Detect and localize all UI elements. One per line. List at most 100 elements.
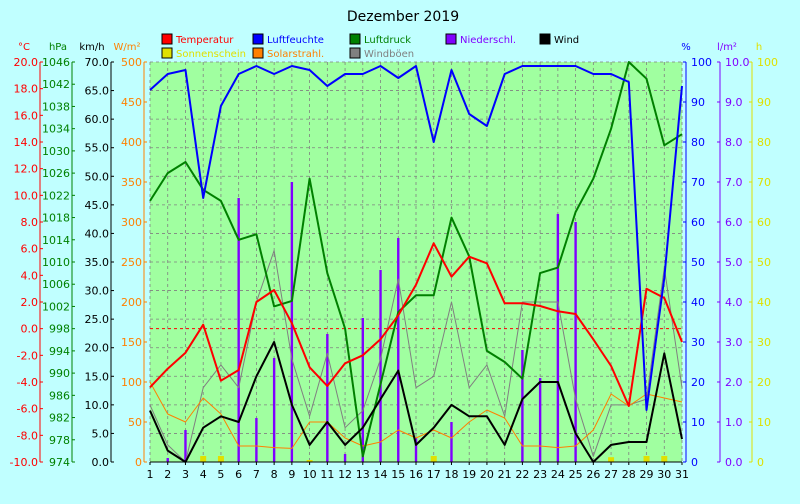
x-tick-label: 31	[675, 468, 689, 481]
bar-sonnenschein	[200, 456, 207, 462]
y-tick-label-l-m: 5.0	[725, 256, 743, 269]
y-tick-label-w-m: 250	[121, 256, 142, 269]
y-tick-label-km-h: 60.0	[85, 113, 110, 126]
x-tick-label: 16	[409, 468, 423, 481]
y-tick-label-hpa: 1010	[42, 256, 70, 269]
y-tick-label-hpa: 1014	[42, 234, 70, 247]
legend-swatch-niederschl	[445, 33, 457, 45]
x-axis-ticks: 1 2 3 4 5 6 7 8 9 10 11 12 13 14 15 16 17 18 19 20 21 22 23 24 2…	[147, 461, 689, 481]
legend-label-wind: Wind	[554, 35, 579, 46]
y-tick-label-l-m: 3.0	[725, 336, 743, 349]
x-tick-label: 26	[586, 468, 600, 481]
bar-niederschl	[538, 378, 542, 462]
y-tick-label-c: -8.0	[17, 429, 38, 442]
bar-niederschl	[574, 222, 577, 462]
x-tick-label: 2	[164, 468, 171, 481]
y-tick-label-hpa: 986	[49, 389, 70, 402]
legend-swatch-windb-en	[349, 47, 361, 59]
bar-niederschl	[379, 270, 382, 462]
legend-swatch-sonnenschein	[161, 47, 173, 59]
y-tick-label-w-m: 100	[121, 376, 142, 389]
x-tick-label: 28	[622, 468, 636, 481]
y-tick-label-h: 90	[757, 96, 771, 109]
axis-unit-h: h	[756, 42, 762, 53]
x-tick-label: 12	[338, 468, 352, 481]
y-tick-label-hpa: 974	[49, 456, 70, 469]
y-tick-label-percent: 20	[691, 376, 705, 389]
y-tick-label-h: 50	[757, 256, 771, 269]
y-tick-label-w-m: 400	[121, 136, 142, 149]
x-tick-label: 14	[374, 468, 388, 481]
x-tick-label: 18	[444, 468, 458, 481]
y-tick-label-c: 6.0	[21, 243, 39, 256]
y-tick-label-km-h: 5.0	[92, 427, 110, 440]
y-tick-label-percent: 10	[691, 416, 705, 429]
x-tick-label: 5	[217, 468, 224, 481]
legend: Temperatur Luftfeuchte Luftdruck Niederschl…	[161, 33, 579, 60]
series-line-luftfeuchte	[149, 65, 683, 411]
series-line-temperatur	[149, 242, 683, 407]
x-tick-label: 7	[253, 468, 260, 481]
y-tick-label-hpa: 1038	[42, 100, 70, 113]
y-tick-label-percent: 0	[691, 456, 698, 469]
y-tick-label-c: -10.0	[10, 456, 38, 469]
chart-title: Dezember 2019	[347, 9, 459, 25]
legend-label-luftfeuchte: Luftfeuchte	[267, 35, 324, 46]
y-tick-label-percent: 100	[691, 56, 712, 69]
y-tick-label-c: 8.0	[21, 216, 39, 229]
legend-swatch-wind	[539, 33, 551, 45]
y-tick-label-c: -6.0	[17, 403, 38, 416]
y-tick-label-hpa: 1042	[42, 78, 70, 91]
axis-unit-km-h: km/h	[79, 42, 104, 53]
y-tick-label-km-h: 70.0	[85, 56, 110, 69]
bar-sonnenschein	[306, 460, 313, 462]
bar-niederschl	[521, 350, 524, 462]
x-tick-label: 8	[271, 468, 278, 481]
bar-niederschl	[556, 214, 560, 462]
y-tick-label-km-h: 25.0	[85, 313, 110, 326]
y-tick-label-hpa: 1006	[42, 278, 70, 291]
y-tick-label-hpa: 1022	[42, 189, 70, 202]
y-tick-label-hpa: 982	[49, 412, 70, 425]
x-tick-label: 23	[533, 468, 547, 481]
series-lines	[149, 61, 683, 463]
legend-label-solarstrahl: Solarstrahl.	[267, 49, 324, 60]
bar-niederschl	[255, 418, 258, 462]
y-tick-label-l-m: 1.0	[725, 416, 743, 429]
bar-niederschl	[397, 238, 400, 462]
x-tick-label: 3	[182, 468, 189, 481]
y-tick-label-hpa: 990	[49, 367, 70, 380]
y-tick-label-c: 2.0	[21, 296, 39, 309]
y-tick-label-h: 70	[757, 176, 771, 189]
y-tick-label-h: 10	[757, 416, 771, 429]
series-line-solarstrahl	[149, 381, 683, 449]
legend-label-temperatur: Temperatur	[175, 35, 234, 46]
legend-label-windb-en: Windböen	[364, 49, 414, 60]
y-tick-label-l-m: 4.0	[725, 296, 743, 309]
y-tick-label-km-h: 10.0	[85, 399, 110, 412]
legend-swatch-temperatur	[161, 33, 173, 45]
y-tick-label-l-m: 0.0	[725, 456, 743, 469]
bar-niederschl	[166, 458, 169, 462]
y-tick-label-km-h: 0.0	[92, 456, 110, 469]
y-tick-label-l-m: 8.0	[725, 136, 743, 149]
x-tick-label: 27	[604, 468, 618, 481]
y-tick-label-percent: 40	[691, 296, 705, 309]
x-tick-label: 4	[200, 468, 207, 481]
y-tick-label-km-h: 50.0	[85, 170, 110, 183]
y-tick-label-w-m: 200	[121, 296, 142, 309]
legend-label-niederschl: Niederschl.	[460, 35, 516, 46]
y-tick-label-h: 30	[757, 336, 771, 349]
y-tick-label-km-h: 35.0	[85, 256, 110, 269]
y-tick-label-c: 12.0	[14, 163, 39, 176]
y-tick-label-l-m: 10.0	[725, 56, 750, 69]
legend-swatch-solarstrahl	[252, 47, 264, 59]
y-tick-label-h: 80	[757, 136, 771, 149]
legend-label-luftdruck: Luftdruck	[364, 35, 411, 46]
y-tick-label-percent: 30	[691, 336, 705, 349]
y-tick-label-km-h: 55.0	[85, 142, 110, 155]
axis-unit-percent: %	[681, 42, 691, 53]
x-tick-label: 13	[356, 468, 370, 481]
bar-sonnenschein	[661, 456, 668, 462]
